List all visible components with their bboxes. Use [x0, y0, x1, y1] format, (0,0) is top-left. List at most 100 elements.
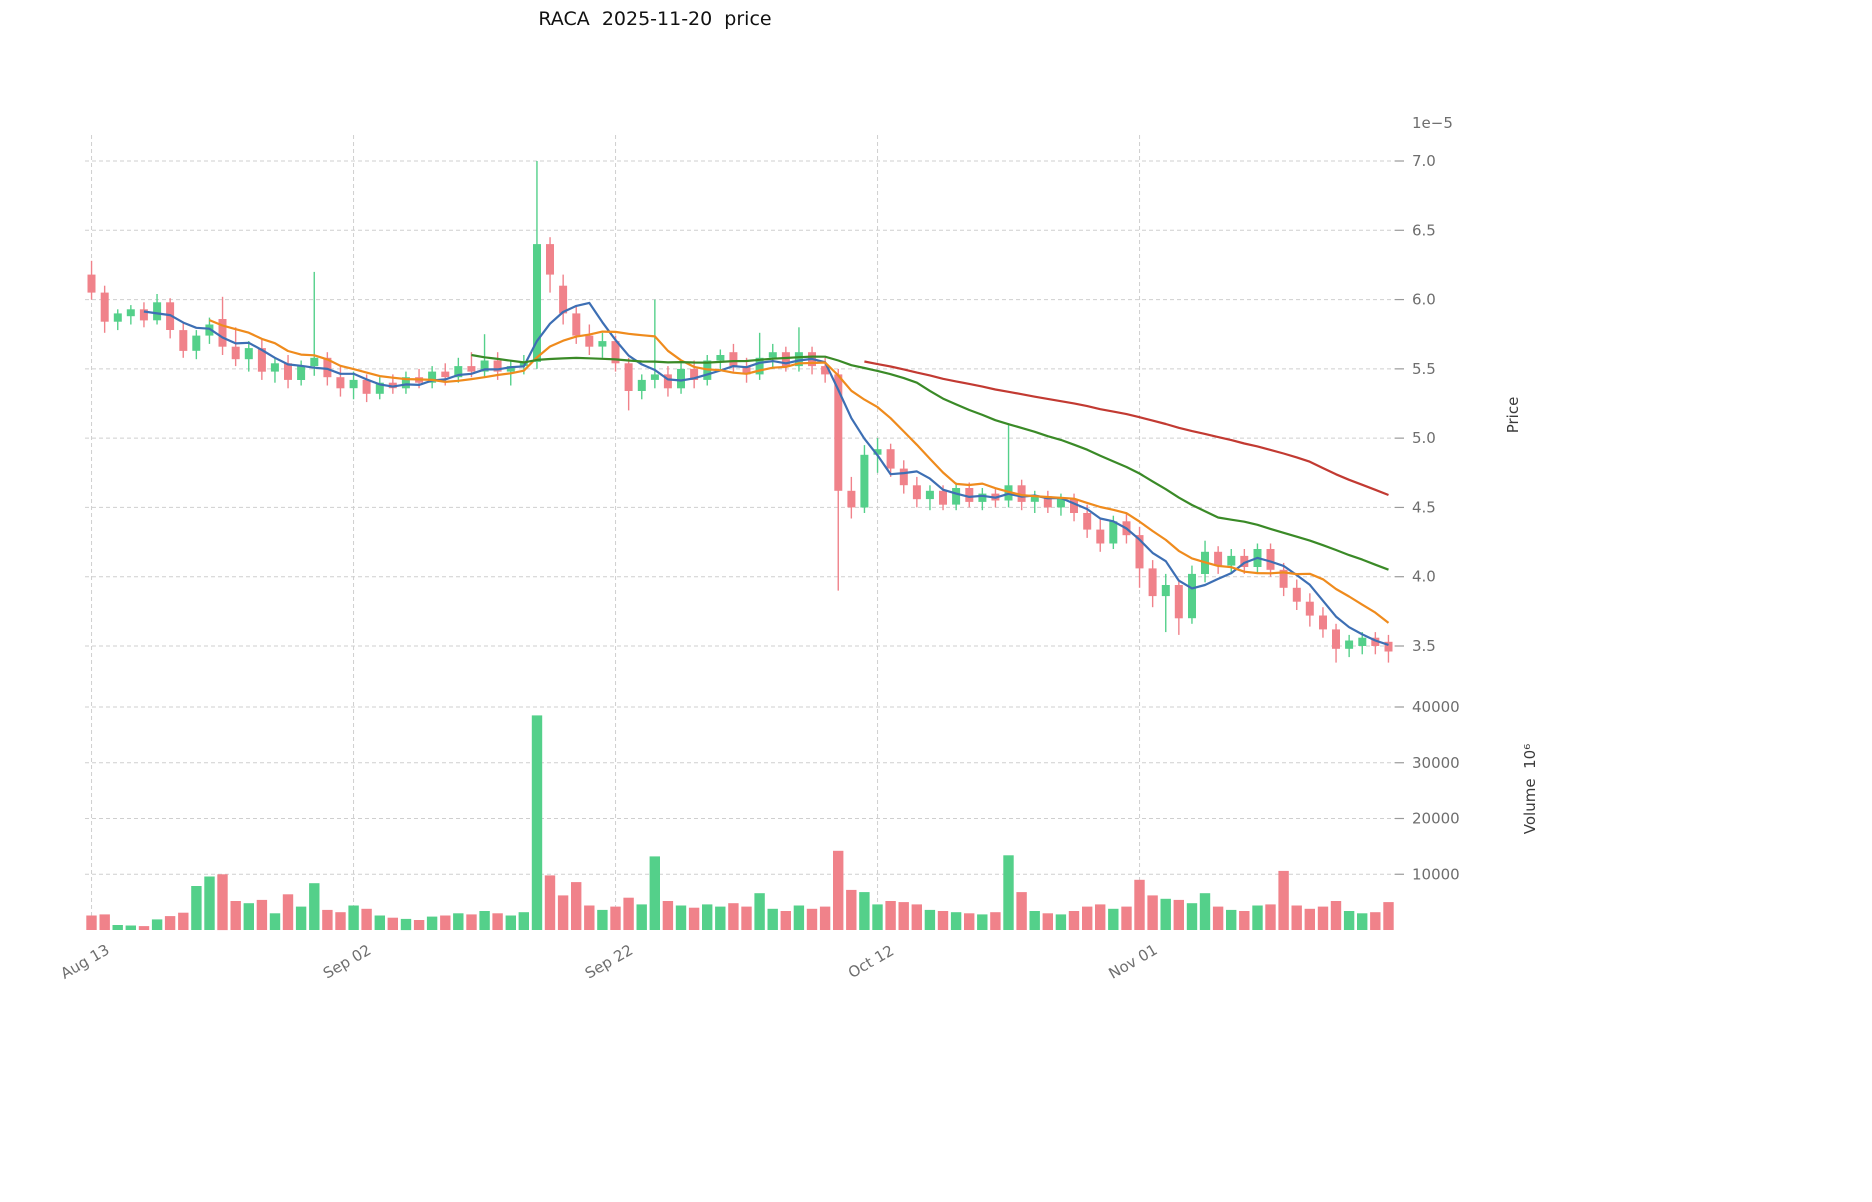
ma-line-ma30: [471, 353, 1389, 571]
volume-bar: [557, 895, 569, 930]
volume-bar: [793, 905, 805, 930]
volume-bar: [531, 715, 543, 930]
volume-bar: [1383, 902, 1394, 930]
candle-body: [1161, 585, 1170, 597]
candle-body: [388, 382, 397, 389]
candle-body: [310, 357, 319, 367]
volume-bar: [1016, 892, 1027, 930]
volume-bar: [1068, 911, 1080, 930]
candle-body: [441, 371, 450, 378]
x-tick-label: Sep 22: [582, 941, 636, 983]
candle-body: [834, 374, 843, 491]
candle-body: [1017, 485, 1026, 502]
candle-body: [1056, 499, 1065, 508]
volume-bar: [269, 913, 281, 930]
x-tick-label: Aug 13: [57, 941, 112, 983]
grid-layer: [85, 135, 1395, 932]
volume-bar: [230, 901, 241, 930]
volume-bar: [1147, 895, 1158, 930]
candle-body: [559, 285, 568, 314]
volume-bar: [426, 916, 438, 930]
candle-body: [1030, 496, 1039, 502]
volume-bar: [754, 893, 765, 930]
candle-body: [179, 330, 188, 351]
volume-bar: [846, 889, 857, 930]
candle-body: [533, 244, 541, 362]
volume-bar: [348, 905, 359, 930]
volume-bar: [518, 912, 529, 930]
candle-body: [401, 377, 410, 389]
volume-bar: [1042, 913, 1053, 930]
volume-bar: [1082, 906, 1093, 930]
x-tick-label: Sep 02: [320, 941, 374, 983]
volume-bar: [937, 911, 949, 930]
volume-bar: [950, 912, 962, 930]
volume-bar: [1199, 893, 1211, 930]
volume-bar: [571, 882, 582, 930]
candle-body: [467, 366, 476, 372]
candle-body: [585, 335, 594, 347]
price-axis-multiplier: 1e−5: [1412, 114, 1453, 132]
volume-bar: [964, 913, 975, 930]
volume-bar: [466, 914, 477, 930]
volume-bar: [204, 876, 215, 930]
chart-title: RACA 2025-11-20 price: [538, 8, 772, 30]
volume-bar: [702, 904, 713, 930]
candle-body: [663, 374, 672, 389]
x-tick-label: Nov 01: [1105, 941, 1160, 983]
volume-bar: [924, 909, 936, 930]
candle-body: [297, 366, 306, 380]
candle-body: [978, 493, 987, 502]
volume-bar: [387, 917, 398, 930]
candle-body: [821, 366, 830, 375]
candle-body: [1135, 535, 1144, 569]
volume-tick-label: 10000: [1412, 865, 1460, 883]
candle-body: [873, 449, 882, 455]
volume-bar: [217, 874, 228, 931]
volume-bar: [1173, 899, 1184, 930]
candles: [87, 161, 1393, 663]
volume-bar: [178, 912, 189, 930]
candle-body: [742, 366, 751, 375]
volume-bar: [859, 892, 870, 930]
volume-bar: [767, 908, 778, 930]
price-tick-label: 7.0: [1412, 152, 1436, 170]
volume-bar: [413, 920, 425, 930]
candle-body: [1083, 513, 1092, 530]
candle-body: [362, 379, 371, 394]
candle-body: [1345, 640, 1354, 649]
ma-line-ma10: [208, 319, 1390, 624]
candle-body: [480, 360, 489, 372]
candle-body: [218, 319, 227, 347]
candle-body: [454, 366, 463, 378]
candle-body: [899, 468, 908, 486]
candle-body: [1214, 551, 1223, 566]
volume-bar: [86, 915, 97, 930]
ma-line-ma60: [864, 360, 1389, 497]
volume-bar: [1291, 905, 1302, 930]
volume-bar: [898, 902, 909, 930]
candle-body: [598, 341, 607, 347]
volume-axis-title: Volume 10⁶: [1521, 743, 1539, 835]
candle-body: [886, 449, 895, 469]
volume-bar: [649, 856, 660, 930]
volume-bar: [872, 904, 883, 930]
volume-bar: [911, 904, 922, 930]
candle-body: [1371, 637, 1380, 646]
price-tick-label: 5.5: [1412, 360, 1436, 378]
candle-body: [375, 382, 384, 394]
volume-bar: [479, 911, 490, 930]
volume-bar: [164, 916, 176, 930]
candle-body: [572, 313, 581, 336]
x-tick-label: Oct 12: [845, 941, 897, 981]
volume-bar: [243, 903, 254, 930]
volume-bar: [453, 913, 464, 930]
volume-bar: [112, 925, 123, 930]
candle-body: [1240, 555, 1249, 567]
volume-bars: [86, 715, 1394, 931]
volume-bar: [256, 899, 268, 930]
volume-bar: [1278, 870, 1289, 930]
candle-body: [100, 292, 109, 322]
candle-body: [257, 348, 266, 372]
volume-bar: [1212, 906, 1224, 930]
